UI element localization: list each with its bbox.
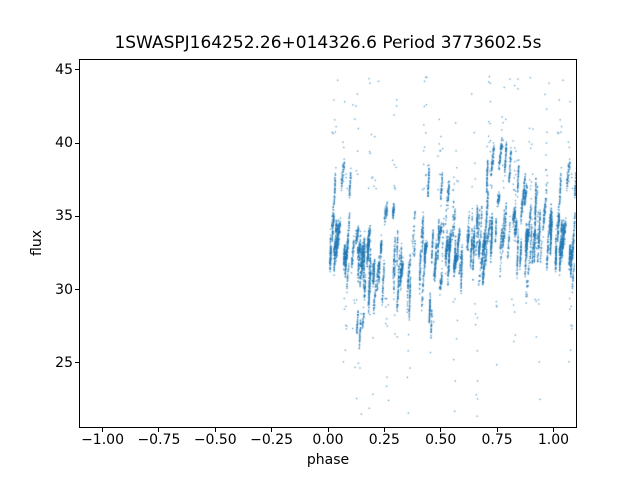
x-tick-mark (496, 428, 498, 432)
x-tick-label: 0.75 (481, 432, 513, 448)
x-tick-mark (552, 428, 554, 432)
x-tick-mark (214, 428, 216, 432)
x-tick-mark (102, 428, 104, 432)
x-tick-label: 0.00 (312, 432, 344, 448)
y-tick-label: 25 (55, 354, 73, 371)
y-tick-mark (75, 289, 79, 291)
x-tick-label: −0.75 (137, 432, 181, 448)
x-tick-mark (440, 428, 442, 432)
x-tick-mark (158, 428, 160, 432)
chart-title: 1SWASPJ164252.26+014326.6 Period 3773602… (114, 33, 542, 53)
y-tick-label: 30 (55, 281, 73, 298)
x-tick-mark (327, 428, 329, 432)
scatter-points-canvas (80, 60, 576, 427)
y-tick-label: 40 (55, 135, 73, 152)
y-tick-mark (75, 69, 79, 71)
x-tick-label: 0.25 (368, 432, 400, 448)
plot-area (79, 59, 577, 428)
y-tick-mark (75, 215, 79, 217)
x-tick-mark (271, 428, 273, 432)
x-tick-label: 1.00 (537, 432, 570, 448)
x-tick-label: −1.00 (81, 432, 124, 448)
y-tick-mark (75, 142, 79, 144)
x-tick-mark (383, 428, 385, 432)
x-axis-label: phase (306, 452, 350, 468)
x-tick-label: 0.50 (425, 432, 457, 448)
y-tick-mark (75, 362, 79, 364)
y-axis-label: flux (29, 230, 45, 256)
y-tick-label: 35 (55, 208, 73, 225)
y-tick-label: 45 (55, 61, 73, 78)
x-tick-label: −0.25 (250, 432, 294, 448)
x-tick-label: −0.50 (193, 432, 237, 448)
